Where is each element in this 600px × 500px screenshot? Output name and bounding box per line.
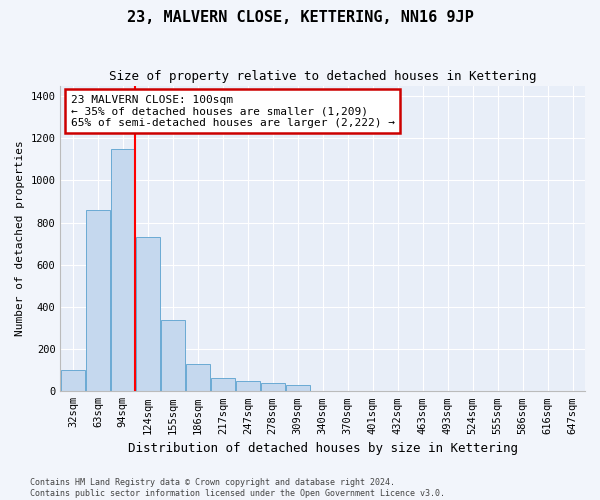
- Y-axis label: Number of detached properties: Number of detached properties: [15, 140, 25, 336]
- Bar: [61, 370, 85, 392]
- Bar: [236, 381, 260, 392]
- Bar: [260, 383, 285, 392]
- Bar: [185, 364, 210, 392]
- Bar: [286, 385, 310, 392]
- Bar: [86, 210, 110, 392]
- Bar: [161, 320, 185, 392]
- Bar: [111, 149, 135, 392]
- X-axis label: Distribution of detached houses by size in Kettering: Distribution of detached houses by size …: [128, 442, 518, 455]
- Text: 23 MALVERN CLOSE: 100sqm
← 35% of detached houses are smaller (1,209)
65% of sem: 23 MALVERN CLOSE: 100sqm ← 35% of detach…: [71, 94, 395, 128]
- Bar: [211, 378, 235, 392]
- Text: Contains HM Land Registry data © Crown copyright and database right 2024.
Contai: Contains HM Land Registry data © Crown c…: [30, 478, 445, 498]
- Bar: [136, 238, 160, 392]
- Text: 23, MALVERN CLOSE, KETTERING, NN16 9JP: 23, MALVERN CLOSE, KETTERING, NN16 9JP: [127, 10, 473, 25]
- Title: Size of property relative to detached houses in Kettering: Size of property relative to detached ho…: [109, 70, 536, 83]
